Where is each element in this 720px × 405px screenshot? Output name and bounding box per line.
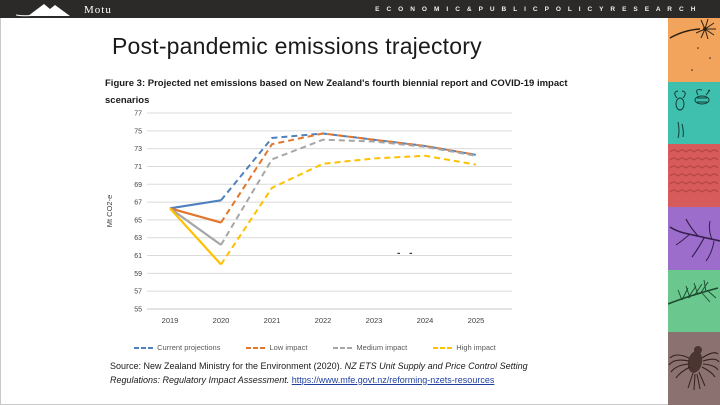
y-tick-label: 77: [134, 111, 142, 118]
bird-illustration: [668, 332, 720, 405]
legend-swatch: [246, 346, 266, 349]
y-tick-label: 65: [134, 217, 142, 224]
legend-item-low-impact: Low impact: [246, 343, 307, 352]
legend-swatch: [433, 346, 453, 349]
branch-illustration: [668, 207, 720, 270]
y-tick-label: 61: [134, 253, 142, 260]
y-tick-label: 69: [134, 182, 142, 189]
y-tick-label: 75: [134, 128, 142, 135]
legend-swatch: [134, 346, 154, 349]
y-tick-label: 71: [134, 164, 142, 171]
series-dashed-medium-impact: [220, 138, 477, 246]
logo-wordmark: Motu: [84, 4, 112, 16]
x-tick-label: 2025: [468, 316, 485, 325]
slide-title: Post-pandemic emissions trajectory: [112, 33, 482, 59]
legend-item-current-projections: Current projections: [134, 343, 220, 352]
stray-mark: - -: [397, 248, 416, 259]
source-work-title: NZ ETS Unit Supply and Price Control Set…: [110, 361, 528, 385]
dandelion-illustration: [668, 18, 720, 82]
x-tick-label: 2023: [366, 316, 383, 325]
series-solid-high-impact: [169, 207, 222, 266]
header-bar: Motu E C O N O M I C & P U B L I C P O L…: [0, 0, 720, 18]
source-prefix: Source: New Zealand Ministry for the Env…: [110, 361, 345, 371]
series-dashed-high-impact: [220, 154, 477, 266]
y-tick-label: 55: [134, 307, 142, 314]
series-solid-low-impact: [169, 207, 222, 224]
header-tagline: E C O N O M I C & P U B L I C P O L I C …: [375, 5, 698, 13]
y-tick-label: 59: [134, 271, 142, 278]
y-tick-label: 57: [134, 289, 142, 296]
legend-item-high-impact: High impact: [433, 343, 496, 352]
y-axis-title: Mt CO2-e: [105, 195, 114, 228]
legend-label: High impact: [456, 343, 496, 352]
x-tick-label: 2020: [213, 316, 230, 325]
y-tick-label: 73: [134, 146, 142, 153]
source-link[interactable]: https://www.mfe.govt.nz/reforming-nzets-…: [291, 374, 495, 385]
legend-label: Low impact: [269, 343, 308, 352]
x-tick-label: 2021: [264, 316, 281, 325]
series-solid-medium-impact: [169, 207, 222, 246]
y-tick-label: 67: [134, 200, 142, 207]
legend-label: Medium impact: [356, 343, 408, 352]
series-solid-current-projections: [169, 199, 222, 210]
motu-logo: Motu: [14, 0, 112, 18]
y-tick-label: 63: [134, 235, 142, 242]
legend-item-medium-impact: Medium impact: [333, 343, 407, 352]
pine-illustration: [668, 270, 720, 332]
legend-label: Current projections: [157, 343, 221, 352]
image-strip: [668, 18, 720, 405]
x-tick-label: 2024: [417, 316, 434, 325]
texture-illustration: [668, 144, 720, 207]
bee-illustration: [668, 82, 720, 144]
legend-swatch: [333, 346, 353, 349]
source-note: Source: New Zealand Ministry for the Env…: [110, 360, 568, 387]
mountain-icon: [15, 4, 70, 17]
x-tick-label: 2019: [162, 316, 179, 325]
figure-caption: Figure 3: Projected net emissions based …: [105, 78, 568, 106]
series-dashed-low-impact: [220, 132, 477, 224]
emissions-line-chart: 55 57 59 61 63 65 67 69 71 73 75 77 Mt CO2-e 2019 2020…: [105, 111, 512, 325]
x-tick-label: 2022: [315, 316, 332, 325]
chart-legend: Current projections Low impact Medium impa…: [100, 343, 530, 352]
emissions-chart: 55 57 59 61 63 65 67 69 71 73 75 77 Mt CO2-e 2019 2020…: [100, 104, 530, 356]
